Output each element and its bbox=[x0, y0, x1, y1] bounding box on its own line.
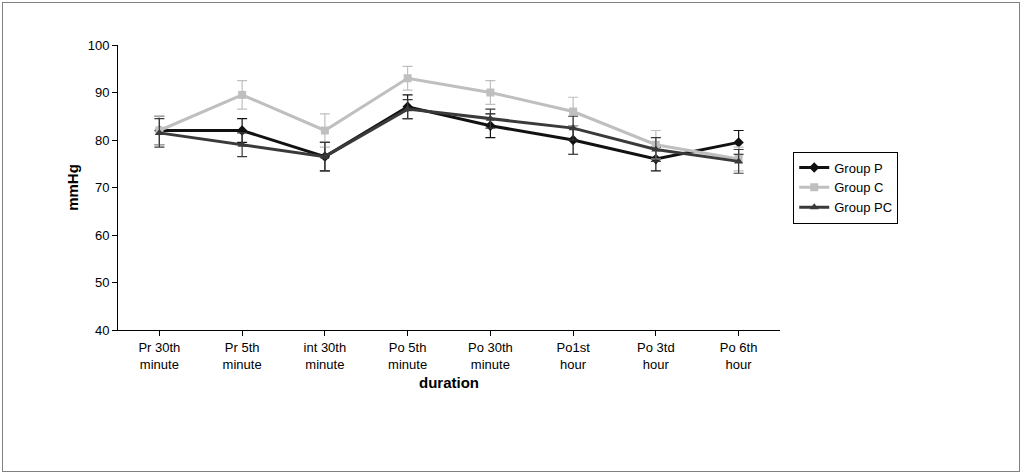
svg-text:Group P: Group P bbox=[834, 161, 882, 176]
svg-text:Group PC: Group PC bbox=[834, 200, 892, 215]
svg-text:Po 6thhour: Po 6thhour bbox=[720, 340, 758, 372]
svg-text:40: 40 bbox=[95, 323, 109, 338]
svg-text:90: 90 bbox=[95, 85, 109, 100]
svg-text:Po1sthour: Po1sthour bbox=[557, 340, 591, 372]
svg-text:100: 100 bbox=[88, 38, 110, 53]
svg-text:Pr 5thminute: Pr 5thminute bbox=[223, 340, 262, 372]
svg-text:int 30thminute: int 30thminute bbox=[304, 340, 347, 372]
svg-text:duration: duration bbox=[419, 374, 479, 391]
svg-text:Group C: Group C bbox=[834, 180, 883, 195]
svg-text:60: 60 bbox=[95, 228, 109, 243]
svg-text:Po 30thminute: Po 30thminute bbox=[468, 340, 513, 372]
svg-text:Pr 30thminute: Pr 30thminute bbox=[138, 340, 180, 372]
svg-text:Po 3tdhour: Po 3tdhour bbox=[637, 340, 675, 372]
svg-text:80: 80 bbox=[95, 133, 109, 148]
svg-text:Po 5thminute: Po 5thminute bbox=[388, 340, 427, 372]
svg-text:70: 70 bbox=[95, 180, 109, 195]
svg-text:50: 50 bbox=[95, 275, 109, 290]
svg-text:mmHg: mmHg bbox=[64, 164, 81, 211]
